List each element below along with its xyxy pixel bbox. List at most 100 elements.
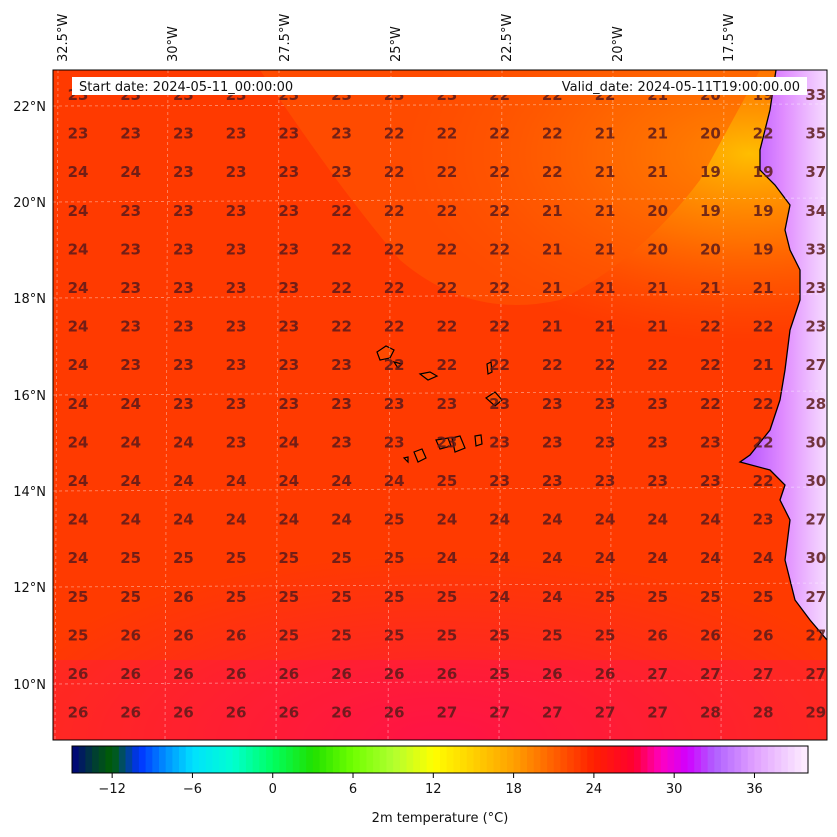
- grid-value: 24: [278, 511, 299, 529]
- grid-value: 22: [331, 279, 352, 297]
- colorbar-segment: [346, 746, 354, 773]
- colorbar-segment: [506, 746, 515, 773]
- grid-value: 22: [384, 163, 405, 181]
- colorbar-segment: [526, 746, 535, 773]
- grid-value: 21: [542, 318, 563, 336]
- grid-value: 25: [700, 588, 721, 606]
- grid-value: 22: [700, 318, 721, 336]
- grid-value: 24: [700, 511, 721, 529]
- grid-value: 24: [226, 472, 247, 490]
- lat-label: 10°N: [13, 678, 46, 693]
- grid-value: 23: [173, 240, 194, 258]
- grid-value: 24: [173, 472, 194, 490]
- grid-value: 22: [489, 318, 510, 336]
- grid-value: 19: [753, 240, 774, 258]
- grid-value: 22: [647, 356, 668, 374]
- grid-value: 24: [542, 511, 563, 529]
- grid-value: 22: [384, 240, 405, 258]
- grid-value: 27: [805, 356, 826, 374]
- grid-value: 20: [700, 240, 721, 258]
- colorbar-segment: [252, 746, 260, 773]
- lat-label: 12°N: [13, 581, 46, 596]
- grid-value: 22: [753, 125, 774, 143]
- grid-value: 26: [120, 704, 141, 722]
- grid-value: 23: [595, 433, 616, 451]
- colorbar-segment: [440, 746, 448, 773]
- start-date-text: Start date: 2024-05-11_00:00:00: [79, 80, 293, 95]
- grid-value: 23: [331, 395, 352, 413]
- colorbar-segment: [460, 746, 468, 773]
- colorbar-segment: [165, 746, 173, 773]
- colorbar-segment: [386, 746, 394, 773]
- grid-value: 19: [700, 163, 721, 181]
- grid-value: 22: [542, 356, 563, 374]
- colorbar-segment: [266, 746, 274, 773]
- colorbar-segment: [446, 746, 454, 773]
- colorbar-segment: [339, 746, 347, 773]
- colorbar-segment: [694, 746, 702, 773]
- colorbar-segment: [332, 746, 341, 773]
- grid-value: 30: [805, 472, 826, 490]
- grid-value: 23: [226, 318, 247, 336]
- grid-value: 23: [278, 356, 299, 374]
- colorbar-tick-label: 36: [746, 782, 763, 797]
- colorbar-tick-label: 30: [666, 782, 683, 797]
- colorbar-segment: [112, 746, 120, 773]
- grid-value: 24: [68, 472, 89, 490]
- grid-value: 25: [278, 549, 299, 567]
- grid-value: 23: [278, 125, 299, 143]
- grid-value: 21: [753, 279, 774, 297]
- grid-value: 20: [647, 202, 668, 220]
- grid-value: 26: [226, 665, 247, 683]
- grid-value: 24: [436, 511, 457, 529]
- grid-value: 25: [384, 511, 405, 529]
- grid-value: 27: [805, 511, 826, 529]
- grid-value: 21: [647, 163, 668, 181]
- grid-value: 22: [436, 202, 457, 220]
- grid-value: 23: [278, 279, 299, 297]
- grid-value: 26: [226, 626, 247, 644]
- grid-value: 24: [68, 549, 89, 567]
- grid-value: 24: [278, 472, 299, 490]
- grid-value: 30: [805, 549, 826, 567]
- grid-value: 24: [595, 511, 616, 529]
- grid-value: 23: [226, 356, 247, 374]
- grid-value: 23: [278, 202, 299, 220]
- grid-value: 24: [68, 433, 89, 451]
- grid-value: 26: [173, 665, 194, 683]
- grid-value: 28: [700, 704, 721, 722]
- colorbar-segment: [761, 746, 769, 773]
- grid-value: 28: [805, 395, 826, 413]
- grid-value: 22: [595, 356, 616, 374]
- grid-value: 21: [595, 240, 616, 258]
- grid-value: 23: [595, 395, 616, 413]
- grid-value: 25: [226, 549, 247, 567]
- colorbar-segment: [172, 746, 180, 773]
- grid-value: 23: [595, 472, 616, 490]
- grid-value: 22: [436, 125, 457, 143]
- grid-value: 22: [753, 433, 774, 451]
- grid-value: 23: [753, 511, 774, 529]
- lat-label: 22°N: [13, 100, 46, 115]
- colorbar-segment: [480, 746, 488, 773]
- colorbar-segment: [654, 746, 662, 773]
- land-mass: [740, 70, 827, 640]
- grid-value: 22: [753, 472, 774, 490]
- grid-value: 22: [489, 202, 510, 220]
- colorbar-segment: [747, 746, 756, 773]
- colorbar-segment: [547, 746, 555, 773]
- colorbar-segment: [145, 746, 153, 773]
- grid-value: 23: [278, 163, 299, 181]
- grid-value: 22: [384, 125, 405, 143]
- colorbar-segment: [607, 746, 615, 773]
- grid-value: 24: [647, 549, 668, 567]
- lat-label: 14°N: [13, 485, 46, 500]
- colorbar-segment: [353, 746, 361, 773]
- grid-value: 22: [542, 125, 563, 143]
- colorbar-segment: [727, 746, 735, 773]
- info-banner: Start date: 2024-05-11_00:00:00 Valid_da…: [72, 77, 807, 95]
- grid-value: 24: [68, 279, 89, 297]
- grid-value: 25: [278, 588, 299, 606]
- grid-value: 23: [120, 318, 141, 336]
- grid-value: 25: [595, 626, 616, 644]
